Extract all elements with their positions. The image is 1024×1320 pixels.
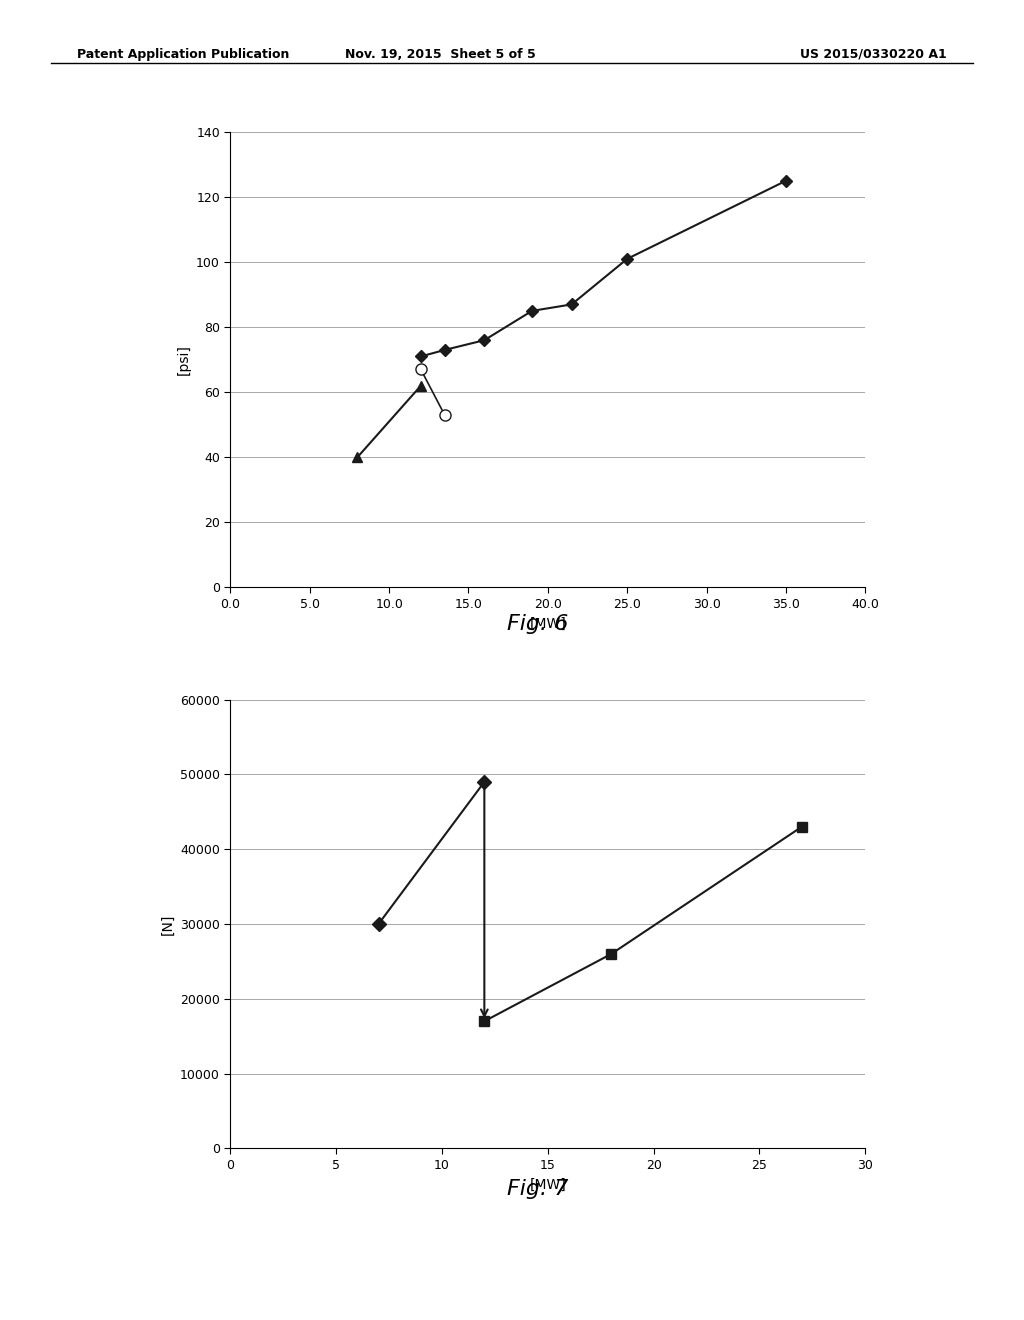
Text: Fig. 7: Fig. 7: [507, 1179, 568, 1199]
Text: Patent Application Publication: Patent Application Publication: [77, 48, 289, 61]
Y-axis label: [psi]: [psi]: [176, 345, 190, 375]
Y-axis label: [N]: [N]: [161, 913, 174, 935]
Text: US 2015/0330220 A1: US 2015/0330220 A1: [801, 48, 947, 61]
X-axis label: [MW]: [MW]: [529, 1177, 566, 1192]
Text: Fig. 6: Fig. 6: [507, 614, 568, 634]
X-axis label: [MW]: [MW]: [529, 616, 566, 631]
Text: Nov. 19, 2015  Sheet 5 of 5: Nov. 19, 2015 Sheet 5 of 5: [345, 48, 536, 61]
